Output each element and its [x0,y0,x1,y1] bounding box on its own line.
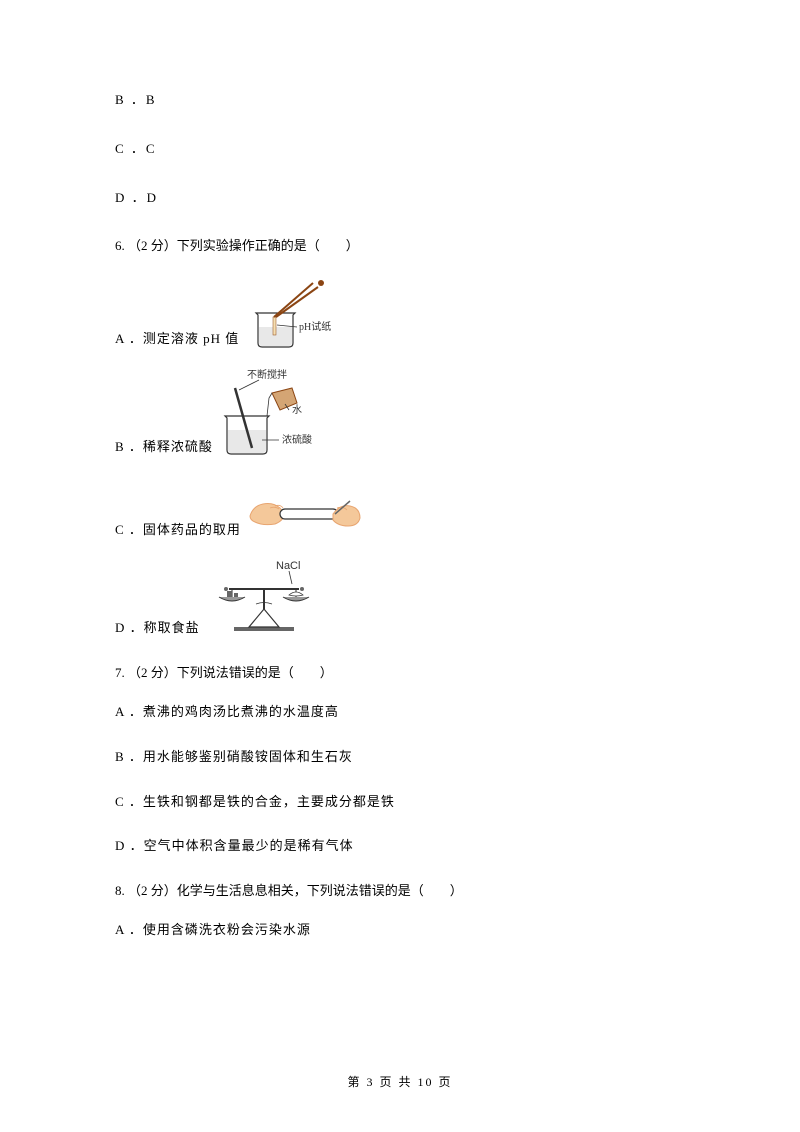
page-footer: 第 3 页 共 10 页 [0,1073,800,1092]
svg-text:pH试纸: pH试纸 [299,320,331,333]
q7-text: 7. （2 分）下列说法错误的是（ ） [115,663,685,684]
q7-option-d: D ．空气中体积含量最少的是稀有气体 [115,836,685,857]
q6-option-b: B ．稀释浓硫酸 不断搅拌 水 浓硫酸 [115,368,685,458]
svg-text:浓硫酸: 浓硫酸 [282,433,312,446]
svg-text:水: 水 [292,404,302,416]
q6-option-a: A ．测定溶液 pH 值 pH试纸 [115,275,685,350]
option-text: C ．C [115,141,157,156]
balance-diagram: NaCl [204,559,324,639]
q5-option-b: B ．B [115,90,685,111]
q6-c-label: C ．固体药品的取用 [115,520,241,541]
option-text: B ．B [115,92,157,107]
ph-test-diagram: pH试纸 [243,275,353,350]
q5-option-c: C ．C [115,139,685,160]
solid-medicine-diagram [245,476,365,541]
q7-option-a: A ．煮沸的鸡肉汤比煮沸的水温度高 [115,702,685,723]
q8-option-a: A ．使用含磷洗衣粉会污染水源 [115,920,685,941]
q6-option-d: D ．称取食盐 NaCl [115,559,685,639]
dilute-acid-diagram: 不断搅拌 水 浓硫酸 [217,368,337,458]
q5-option-d: D ．D [115,188,685,209]
q6-text: 6. （2 分）下列实验操作正确的是（ ） [115,236,685,257]
question-6: 6. （2 分）下列实验操作正确的是（ ） A ．测定溶液 pH 值 pH试纸 [115,236,685,639]
q7-option-b: B ．用水能够鉴别硝酸铵固体和生石灰 [115,747,685,768]
q6-b-label: B ．稀释浓硫酸 [115,437,213,458]
q6-a-label: A ．测定溶液 pH 值 [115,329,239,350]
question-7: 7. （2 分）下列说法错误的是（ ） A ．煮沸的鸡肉汤比煮沸的水温度高 B … [115,663,685,857]
q6-option-c: C ．固体药品的取用 [115,476,685,541]
option-text: D ．D [115,190,158,205]
q7-option-c: C ．生铁和钢都是铁的合金，主要成分都是铁 [115,792,685,813]
page-number: 第 3 页 共 10 页 [347,1075,452,1089]
svg-text:NaCl: NaCl [276,560,300,572]
q8-text: 8. （2 分）化学与生活息息相关，下列说法错误的是（ ） [115,881,685,902]
question-8: 8. （2 分）化学与生活息息相关，下列说法错误的是（ ） A ．使用含磷洗衣粉… [115,881,685,941]
svg-text:不断搅拌: 不断搅拌 [247,368,287,381]
q6-d-label: D ．称取食盐 [115,618,200,639]
